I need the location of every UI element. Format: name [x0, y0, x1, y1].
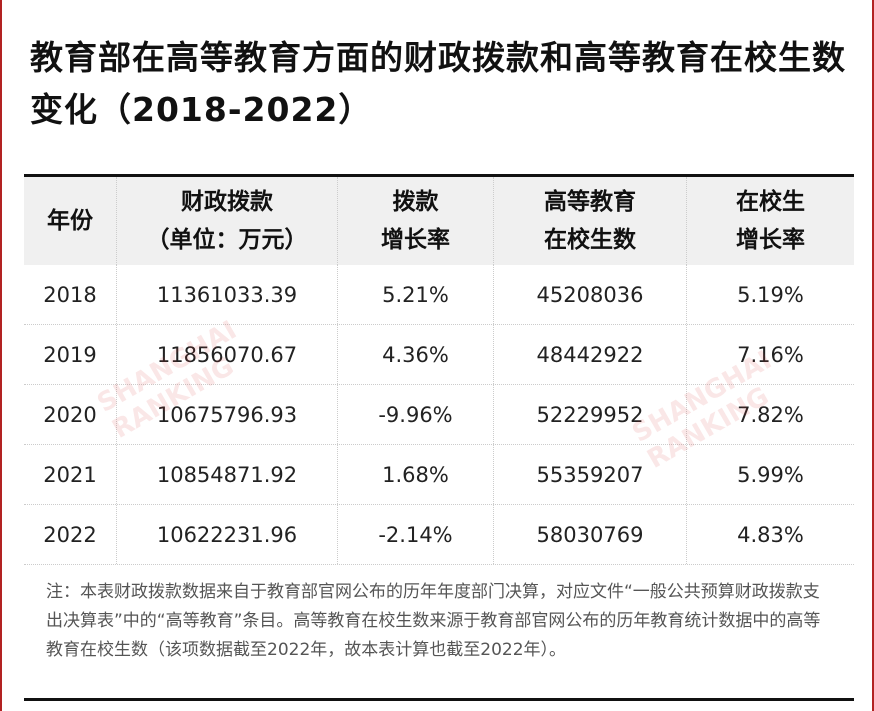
- table-cell: 10854871.92: [117, 445, 338, 504]
- table-cell: 2021: [24, 445, 117, 504]
- header-funding-growth: 拨款 增长率: [338, 177, 494, 265]
- table-row: 2021 10854871.92 1.68% 55359207 5.99%: [24, 445, 854, 505]
- table-row: 2019 11856070.67 4.36% 48442922 7.16%: [24, 325, 854, 385]
- page-title: 教育部在高等教育方面的财政拨款和高等教育在校生数变化（2018-2022）: [30, 38, 846, 129]
- header-label: 增长率: [736, 227, 805, 253]
- header-label: 在校生: [736, 189, 805, 215]
- header-label: 增长率: [381, 227, 450, 253]
- table-cell: 2018: [24, 265, 117, 324]
- table-cell: 11856070.67: [117, 325, 338, 384]
- header-label: 财政拨款: [181, 189, 273, 215]
- table-header: 年份 财政拨款 （单位：万元） 拨款增长率 高等教育在校生数 在校生增长率: [24, 177, 854, 265]
- table-cell: 11361033.39: [117, 265, 338, 324]
- table-cell: 4.36%: [338, 325, 494, 384]
- table-row: 2018 11361033.39 5.21% 45208036 5.19%: [24, 265, 854, 325]
- table-cell: 10675796.93: [117, 385, 338, 444]
- table-cell: 5.21%: [338, 265, 494, 324]
- header-year: 年份: [24, 177, 117, 265]
- table-cell: 7.82%: [737, 402, 804, 427]
- table-cell: 48442922: [494, 325, 687, 384]
- header-label: 高等教育: [544, 189, 636, 215]
- header-label: 拨款: [392, 189, 439, 215]
- table-cell: 2019: [24, 325, 117, 384]
- table-cell: 45208036: [494, 265, 687, 324]
- table-cell: 10622231.96: [117, 505, 338, 564]
- table-cell: -9.96%: [338, 385, 494, 444]
- table-row: 2020 10675796.93 -9.96% 52229952 7.82%: [24, 385, 854, 445]
- table-cell: 5.99%: [737, 462, 804, 487]
- table-cell: 5.19%: [737, 282, 804, 307]
- table-row: 2022 10622231.96 -2.14% 58030769 4.83%: [24, 505, 854, 565]
- table-cell: 7.16%: [737, 342, 804, 367]
- header-student-growth: 在校生 增长率: [687, 177, 854, 265]
- table-cell: -2.14%: [338, 505, 494, 564]
- table-cell: 1.68%: [338, 445, 494, 504]
- table-cell: 2022: [24, 505, 117, 564]
- header-label: （单位：万元）: [146, 227, 308, 253]
- header-label: 年份: [47, 208, 93, 234]
- bottom-rule: [24, 698, 854, 701]
- footnote: 注：本表财政拨款数据来自于教育部官网公布的历年年度部门决算，对应文件“一般公共预…: [46, 582, 821, 660]
- header-students: 高等教育 在校生数: [494, 177, 687, 265]
- table-cell: 58030769: [494, 505, 687, 564]
- table-cell: 55359207: [494, 445, 687, 504]
- table-cell: 4.83%: [737, 522, 804, 547]
- data-table: 年份 财政拨款 （单位：万元） 拨款增长率 高等教育在校生数 在校生增长率 201…: [24, 174, 854, 565]
- header-label: 在校生数: [544, 227, 636, 253]
- table-cell: 52229952: [494, 385, 687, 444]
- table-cell: 2020: [24, 385, 117, 444]
- header-funding: 财政拨款 （单位：万元）: [117, 177, 338, 265]
